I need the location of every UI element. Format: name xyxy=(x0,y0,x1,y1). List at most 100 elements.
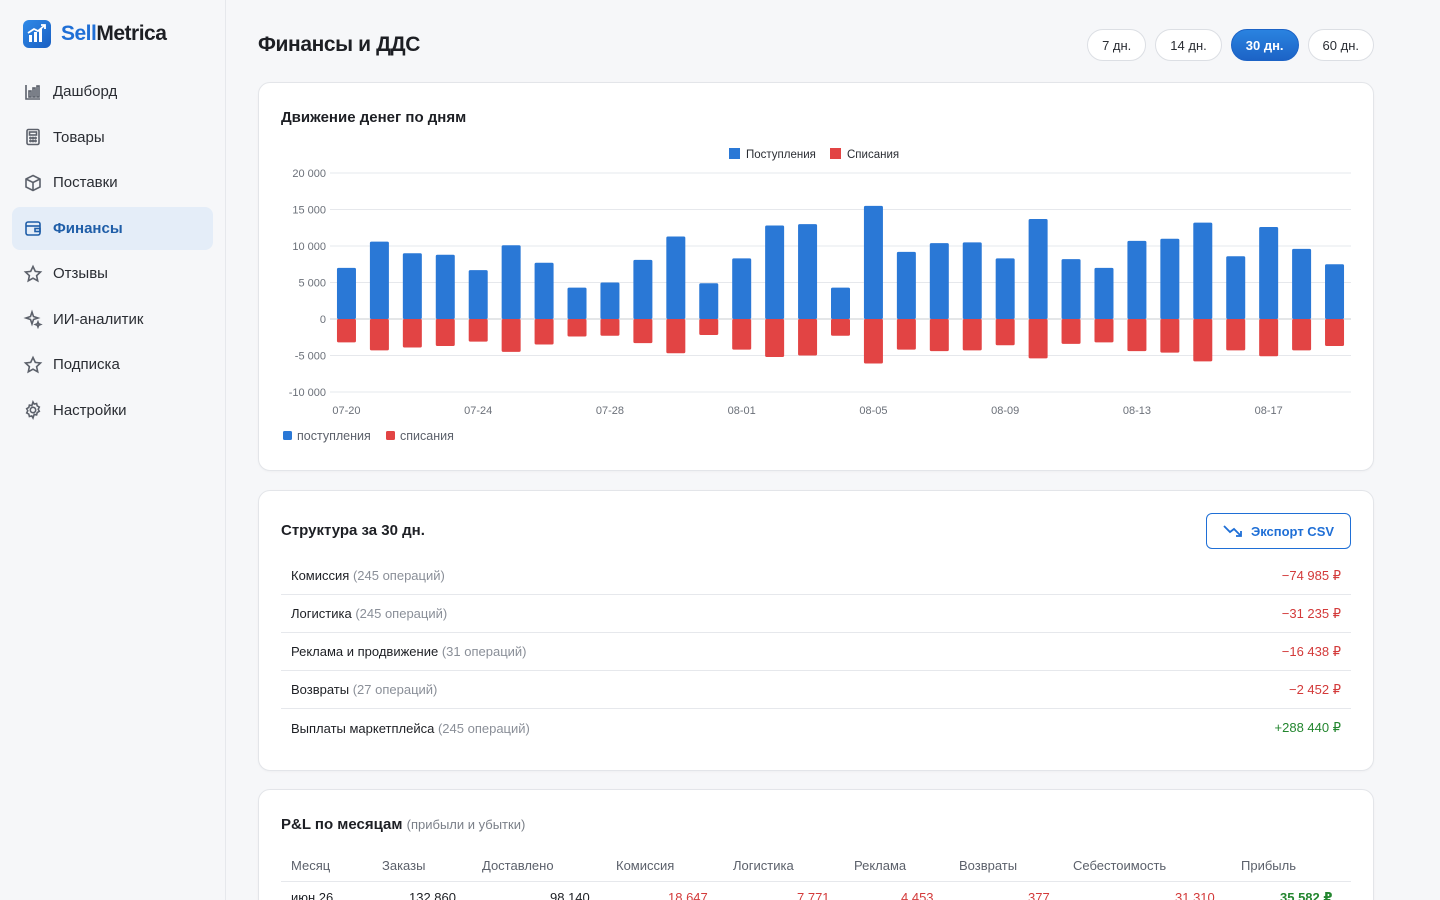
sidebar-item-dashboard[interactable]: Дашборд xyxy=(12,70,213,113)
bar-expense xyxy=(600,319,620,336)
sidebar-item-label: Товары xyxy=(53,128,105,146)
brand-logo[interactable]: SellMetrica xyxy=(23,20,167,48)
structure-item-name: Возвраты xyxy=(291,682,350,697)
bar-income xyxy=(501,245,521,319)
trend-down-icon xyxy=(1223,525,1242,537)
structure-item-name: Логистика xyxy=(291,606,352,621)
bar-income xyxy=(896,251,916,319)
sidebar-item-label: Дашборд xyxy=(53,83,118,100)
legend-label-expense: Списания xyxy=(847,149,899,161)
bottom-legend-swatch-expense xyxy=(386,431,395,440)
bar-expense xyxy=(1325,319,1345,347)
bar-income xyxy=(336,267,356,319)
bar-expense xyxy=(633,319,653,344)
structure-item-name: Реклама и продвижение xyxy=(291,644,439,659)
pl-col-orders[interactable]: Заказы xyxy=(382,858,426,873)
pl-cell-cost: 31 310 xyxy=(1175,890,1215,900)
bar-expense xyxy=(336,319,356,343)
pl-cell-month: июн 26 xyxy=(291,890,334,900)
bar-expense xyxy=(1127,319,1147,352)
bar-expense xyxy=(501,319,521,352)
bar-expense xyxy=(962,319,982,351)
sidebar-item-finance[interactable]: Финансы xyxy=(12,206,213,250)
bar-expense xyxy=(732,319,752,350)
bottom-legend-swatch-income xyxy=(283,431,292,440)
pl-cell-orders: 132 860 xyxy=(409,890,456,900)
pl-col-returns[interactable]: Возвраты xyxy=(959,858,1018,873)
pl-subtitle: (прибыли и убытки) xyxy=(406,817,526,832)
structure-item-name: Выплаты маркетплейса xyxy=(291,720,435,736)
sidebar-item-label: Поставки xyxy=(53,174,118,191)
page-title: Финансы и ДДС xyxy=(258,33,420,56)
period-14-button[interactable]: 14 дн. xyxy=(1155,29,1222,61)
bar-income xyxy=(732,258,752,319)
structure-card: Структура за 30 дн. Экспорт CSV Комиссия… xyxy=(258,490,1374,771)
y-tick-label: -10 000 xyxy=(289,387,326,399)
bottom-legend-label-income: поступления xyxy=(297,429,371,443)
bar-income xyxy=(567,287,587,319)
bar-income xyxy=(1226,256,1246,319)
legend-swatch-income xyxy=(729,148,740,159)
structure-item-amount: +288 440 ₽ xyxy=(1274,720,1341,735)
export-csv-button[interactable]: Экспорт CSV xyxy=(1206,513,1351,549)
period-30-button[interactable]: 30 дн. xyxy=(1230,29,1299,61)
x-tick-label: 08-17 xyxy=(1255,405,1283,417)
structure-item-count: (245 операций) xyxy=(355,606,448,621)
sidebar-item-supplies[interactable]: Поставки xyxy=(12,161,213,204)
structure-item-count: (31 операций) xyxy=(441,644,527,659)
sidebar-item-subscription[interactable]: Подписка xyxy=(12,343,213,386)
bar-chart-icon xyxy=(25,84,40,100)
x-tick-label: 08-01 xyxy=(728,405,756,417)
period-7-button[interactable]: 7 дн. xyxy=(1087,29,1147,61)
bar-income xyxy=(1061,259,1081,319)
pl-col-month[interactable]: Месяц xyxy=(291,858,331,873)
chart-card-title: Движение денег по дням xyxy=(281,109,467,126)
sidebar-item-reviews[interactable]: Отзывы xyxy=(12,252,213,295)
sidebar-item-products[interactable]: Товары xyxy=(12,116,213,159)
box-icon xyxy=(25,174,41,191)
sidebar: SellMetrica Дашборд Товары Поставки Фина… xyxy=(0,0,226,900)
period-60-button[interactable]: 60 дн. xyxy=(1307,29,1374,61)
y-tick-label: 5 000 xyxy=(298,278,326,290)
bar-expense xyxy=(863,319,883,364)
y-tick-label: -5 000 xyxy=(295,351,326,363)
bar-expense xyxy=(1193,319,1213,362)
bar-income xyxy=(633,259,653,319)
sidebar-item-settings[interactable]: Настройки xyxy=(12,389,213,432)
logo-chart-icon xyxy=(23,20,51,48)
bar-expense xyxy=(765,319,785,357)
bar-income xyxy=(699,283,719,319)
bar-expense xyxy=(929,319,949,352)
x-tick-label: 08-05 xyxy=(859,405,887,417)
sidebar-item-label: Настройки xyxy=(53,401,127,419)
legend-swatch-expense xyxy=(830,148,841,159)
pl-cell-logistics: 7 771 xyxy=(797,890,830,900)
bar-income xyxy=(1160,238,1180,319)
pl-col-cost[interactable]: Себестоимость xyxy=(1073,858,1167,873)
list-item: Реклама и продвижение (31 операций) −16 … xyxy=(281,633,1351,671)
bar-expense xyxy=(831,319,850,336)
pl-col-commission[interactable]: Комиссия xyxy=(616,858,675,873)
bar-expense xyxy=(1028,319,1048,359)
sidebar-item-label: ИИ-аналитик xyxy=(53,310,144,328)
gear-icon xyxy=(25,400,41,420)
bar-income xyxy=(600,282,620,319)
pl-col-ads[interactable]: Реклама xyxy=(854,858,907,873)
pl-col-profit[interactable]: Прибыль xyxy=(1241,858,1296,873)
list-item: Выплаты маркетплейса (245 операций) +288… xyxy=(281,709,1351,747)
bar-expense xyxy=(369,319,389,351)
pl-col-logistics[interactable]: Логистика xyxy=(733,858,794,873)
list-item: Комиссия (245 операций) −74 985 ₽ xyxy=(281,557,1351,595)
bar-expense xyxy=(567,319,587,337)
export-csv-label: Экспорт CSV xyxy=(1250,523,1335,539)
x-tick-label: 07-20 xyxy=(332,405,360,417)
y-tick-label: 15 000 xyxy=(292,205,326,217)
bar-income xyxy=(798,224,818,319)
bar-income xyxy=(1094,267,1114,319)
pl-col-delivered[interactable]: Доставлено xyxy=(482,858,554,873)
bar-income xyxy=(1325,264,1345,319)
pl-card: P&L по месяцам (прибыли и убытки) Месяц … xyxy=(258,789,1374,900)
bar-income xyxy=(1292,248,1312,319)
bar-income xyxy=(995,258,1015,319)
sidebar-item-ai-analyst[interactable]: ИИ-аналитик xyxy=(12,298,213,341)
